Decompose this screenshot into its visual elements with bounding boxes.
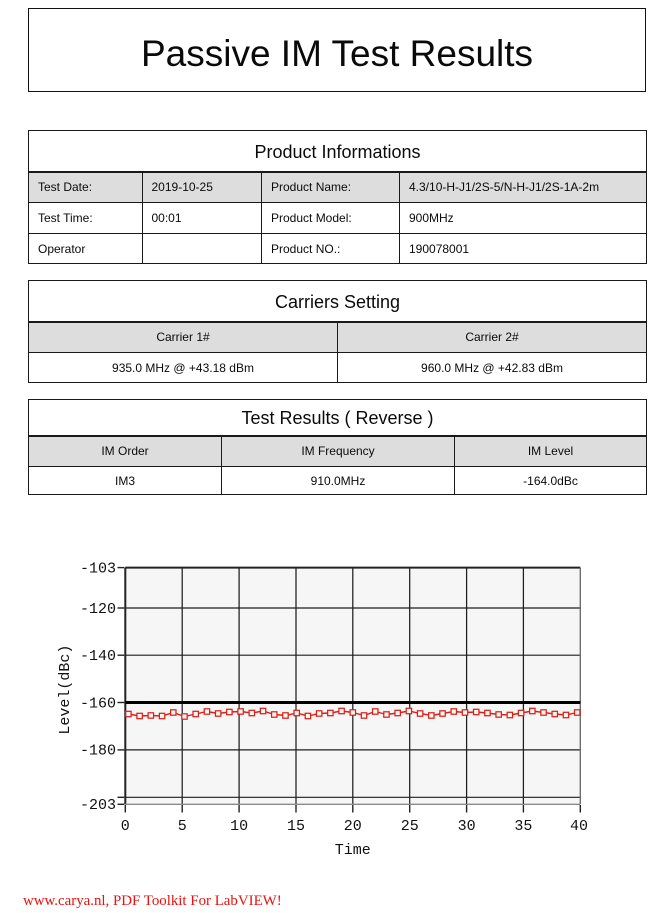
svg-text:40: 40 xyxy=(570,818,588,835)
svg-text:-120: -120 xyxy=(80,601,116,618)
svg-text:Time: Time xyxy=(335,842,371,859)
svg-text:5: 5 xyxy=(178,818,187,835)
svg-text:-160: -160 xyxy=(80,695,116,712)
svg-text:20: 20 xyxy=(344,818,362,835)
svg-text:10: 10 xyxy=(230,818,248,835)
svg-text:-180: -180 xyxy=(80,743,116,760)
svg-text:30: 30 xyxy=(458,818,476,835)
svg-text:35: 35 xyxy=(514,818,532,835)
svg-text:-140: -140 xyxy=(80,648,116,665)
svg-text:-203: -203 xyxy=(80,797,116,814)
svg-text:Level(dBc): Level(dBc) xyxy=(57,645,74,735)
svg-text:25: 25 xyxy=(401,818,419,835)
svg-text:15: 15 xyxy=(287,818,305,835)
svg-text:0: 0 xyxy=(121,818,130,835)
svg-text:-103: -103 xyxy=(80,560,116,577)
